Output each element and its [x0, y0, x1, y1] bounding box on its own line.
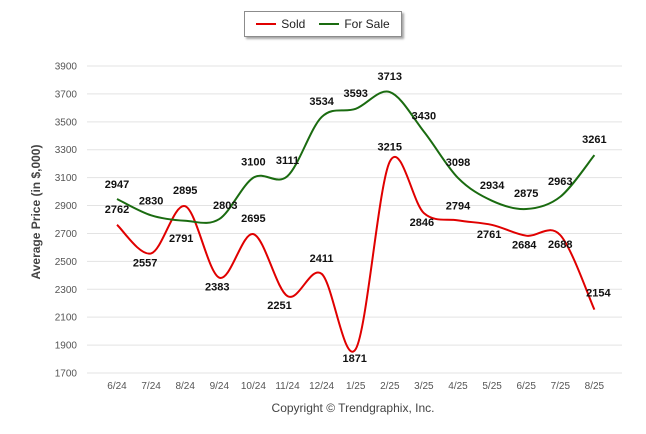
data-label: 2895 [173, 185, 197, 197]
y-tick-label: 2300 [55, 285, 78, 296]
y-tick-label: 2700 [55, 229, 78, 240]
legend-label-for-sale: For Sale [344, 17, 390, 31]
x-tick-label: 3/25 [414, 381, 434, 392]
data-label: 2695 [241, 213, 265, 225]
legend-swatch-sold [256, 23, 277, 25]
data-label: 2684 [512, 240, 537, 252]
data-label: 2794 [446, 200, 471, 212]
data-label: 2803 [213, 200, 237, 212]
x-tick-label: 1/25 [346, 381, 366, 392]
x-tick-label: 10/24 [241, 381, 266, 392]
y-tick-label: 3300 [55, 145, 78, 156]
data-label: 3098 [446, 157, 470, 169]
legend: Sold For Sale [244, 11, 402, 37]
data-label: 2762 [105, 204, 129, 216]
y-tick-label: 1900 [55, 341, 78, 352]
series-line-sold [116, 156, 596, 353]
x-tick-label: 8/24 [175, 381, 195, 392]
data-label: 2830 [139, 195, 163, 207]
y-tick-labels: 1700 1900 2100 2300 2500 2700 2900 3100 3300 3500… [55, 62, 78, 380]
data-label: 2154 [586, 288, 611, 300]
data-label: 1871 [342, 353, 366, 365]
y-tick-label: 3900 [55, 62, 78, 73]
x-tick-label: 5/25 [482, 381, 502, 392]
data-label: 3593 [343, 88, 367, 100]
y-tick-label: 3100 [55, 173, 78, 184]
legend-swatch-for-sale [319, 23, 340, 25]
x-tick-label: 6/24 [107, 381, 127, 392]
y-tick-label: 1700 [55, 369, 78, 380]
x-tick-labels: 6/24 7/24 8/24 9/24 10/24 11/24 12/24 1/25 2/25 3… [107, 381, 604, 392]
series-line-for-sale [116, 90, 596, 224]
grid-lines [87, 65, 622, 374]
data-label: 3713 [378, 71, 402, 83]
data-label: 2383 [205, 282, 229, 294]
x-tick-label: 7/25 [551, 381, 571, 392]
data-label: 2761 [477, 229, 501, 241]
data-label: 2251 [267, 300, 291, 312]
x-tick-label: 7/24 [141, 381, 161, 392]
legend-item-for-sale[interactable]: For Sale [319, 17, 390, 31]
y-tick-label: 2500 [55, 257, 78, 268]
data-label: 3534 [309, 96, 334, 108]
copyright-text: Copyright © Trendgraphix, Inc. [271, 401, 435, 415]
data-label: 2875 [514, 188, 538, 200]
series-lines [116, 90, 596, 353]
data-label: 3261 [582, 134, 606, 146]
data-label: 2411 [310, 253, 334, 265]
x-tick-label: 12/24 [309, 381, 334, 392]
data-label: 2934 [480, 180, 505, 192]
data-label: 2557 [133, 257, 157, 269]
legend-item-sold[interactable]: Sold [256, 17, 305, 31]
x-tick-label: 11/24 [275, 381, 300, 392]
x-tick-label: 2/25 [380, 381, 400, 392]
x-tick-label: 9/24 [210, 381, 230, 392]
data-label: 2688 [548, 239, 572, 251]
data-label: 2791 [169, 233, 193, 245]
data-label: 3430 [412, 111, 436, 123]
x-tick-label: 6/25 [516, 381, 536, 392]
data-label: 2846 [410, 217, 434, 229]
data-labels: 2762 2557 2895 2383 2695 2251 2411 1871 3215 2846… [105, 71, 612, 365]
data-label: 3100 [241, 157, 265, 169]
y-tick-label: 2900 [55, 201, 78, 212]
y-tick-label: 3700 [55, 89, 78, 100]
x-tick-label: 8/25 [585, 381, 605, 392]
x-tick-label: 4/25 [448, 381, 468, 392]
y-tick-label: 2100 [55, 313, 78, 324]
y-axis-label: Average Price (in $,000) [29, 144, 43, 280]
data-label: 2947 [105, 179, 129, 191]
data-label: 2963 [548, 176, 572, 188]
y-tick-label: 3500 [55, 117, 78, 128]
data-label: 3111 [276, 155, 299, 167]
legend-label-sold: Sold [281, 17, 306, 31]
data-label: 3215 [378, 142, 402, 154]
